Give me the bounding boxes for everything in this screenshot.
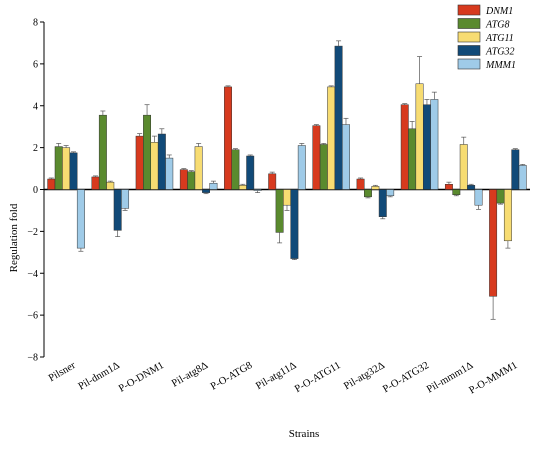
bar-mmm1 [342, 124, 350, 190]
bar-mmm1 [430, 99, 439, 190]
bar-atg8 [98, 114, 107, 190]
legend-label-dnm1: DNM1 [485, 6, 513, 17]
bar-atg8 [143, 114, 152, 190]
bar-dnm1 [224, 86, 232, 190]
bar-atg32 [467, 185, 476, 190]
bar-atg32 [157, 133, 166, 190]
bar-mmm1 [297, 145, 306, 190]
bar-atg32 [422, 104, 431, 190]
bar-atg11 [194, 146, 203, 190]
bar-atg32 [246, 155, 255, 190]
bar-atg11 [327, 86, 336, 190]
y-tick-label: −4 [27, 269, 38, 280]
bar-dnm1 [356, 178, 365, 190]
y-axis-label: Regulation fold [8, 203, 20, 272]
bar-atg8 [187, 171, 196, 190]
legend-swatch-atg32 [457, 45, 481, 56]
bar-dnm1 [179, 169, 188, 190]
bar-atg11 [415, 83, 424, 190]
y-tick-label: −6 [27, 311, 38, 322]
bar-atg32 [290, 189, 299, 259]
bar-mmm1 [165, 157, 174, 190]
bar-atg8 [496, 189, 505, 204]
bar-atg11 [283, 189, 291, 206]
bar-atg8 [452, 189, 461, 195]
y-tick-label: 2 [33, 143, 38, 154]
x-tick-label: Pil-dnm1Δ [77, 360, 122, 393]
bar-mmm1 [386, 189, 395, 197]
bar-atg8 [319, 144, 328, 190]
bar-mmm1 [209, 182, 218, 190]
bar-dnm1 [91, 176, 100, 190]
bars [47, 40, 527, 320]
legend-swatch-atg11 [457, 31, 481, 43]
bar-atg8 [231, 149, 240, 190]
bar-atg8 [408, 128, 417, 190]
bar-atg8 [364, 189, 372, 198]
legend-swatch-mmm1 [457, 58, 481, 70]
x-tick-label: Pilsner [47, 360, 78, 384]
legend-label-atg8: ATG8 [485, 20, 510, 31]
bar-mmm1 [76, 189, 85, 249]
y-tick-label: 4 [33, 101, 38, 112]
bar-atg11 [459, 144, 468, 190]
x-tick-label: Pil-mmm1Δ [425, 360, 475, 395]
bar-mmm1 [474, 189, 483, 206]
bar-dnm1 [489, 189, 498, 297]
y-tick-label: 6 [33, 59, 38, 70]
bar-atg11 [150, 142, 159, 190]
bar-atg32 [378, 189, 387, 217]
bar-atg32 [202, 189, 210, 193]
y-tick-label: −8 [27, 353, 38, 364]
bar-atg11 [503, 189, 512, 242]
legend-label-atg11: ATG11 [485, 33, 514, 44]
bar-mmm1 [121, 189, 130, 209]
legend: DNM1 ATG8 ATG11 ATG32 MMM1 [457, 4, 516, 71]
x-tick-label: P-O-ATG11 [293, 360, 343, 395]
bar-atg8 [54, 146, 63, 190]
bar-dnm1 [268, 173, 277, 190]
bar-dnm1 [312, 125, 321, 190]
x-tick-label: Pil-atg11Δ [254, 360, 299, 392]
x-tick-label: Pil-atg32Δ [342, 360, 387, 392]
legend-swatch-dnm1 [457, 4, 481, 16]
bar-atg11 [238, 185, 247, 190]
x-tick-label: Pil-atg8Δ [170, 360, 210, 390]
bar-dnm1 [444, 184, 453, 190]
bar-dnm1 [47, 178, 56, 190]
bar-dnm1 [400, 104, 409, 190]
bar-atg8 [275, 189, 284, 233]
bar-atg11 [106, 181, 115, 190]
bar-atg11 [371, 186, 380, 190]
bar-dnm1 [135, 135, 144, 190]
bar-atg32 [334, 45, 343, 190]
x-tick-label: P-O-ATG32 [381, 360, 431, 395]
x-tick-label: P-O-ATG8 [209, 360, 254, 393]
bar-mmm1 [253, 189, 262, 191]
y-tick-label: −2 [27, 227, 38, 238]
y-tick-label: 0 [33, 185, 38, 196]
x-tick-label: P-O-DNM1 [117, 360, 166, 395]
legend-label-mmm1: MMM1 [485, 60, 516, 71]
legend-swatch-atg8 [457, 18, 481, 29]
x-axis-label: Strains [289, 428, 320, 440]
bar-atg32 [113, 189, 122, 231]
bar-mmm1 [518, 165, 527, 190]
bar-atg32 [69, 152, 78, 190]
legend-label-atg32: ATG32 [485, 47, 515, 58]
x-tick-label: P-O-MMM1 [467, 360, 519, 396]
bar-atg32 [511, 149, 520, 190]
y-tick-label: 8 [33, 18, 38, 29]
bar-atg11 [62, 147, 71, 190]
